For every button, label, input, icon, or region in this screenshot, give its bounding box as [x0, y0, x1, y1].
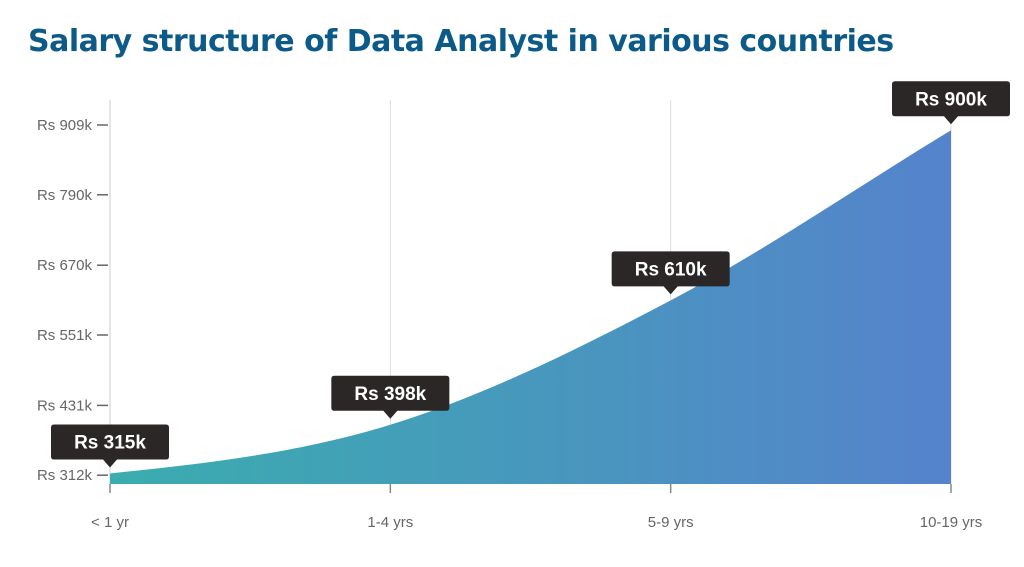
data-label: Rs 398k — [354, 384, 426, 405]
y-tick-label: Rs 431k — [37, 397, 93, 414]
y-tick-label: Rs 312k — [37, 467, 93, 484]
x-tick-label: 10-19 yrs — [920, 514, 983, 531]
data-label: Rs 315k — [74, 432, 146, 453]
data-label-box — [611, 251, 730, 295]
x-tick-label: 1-4 yrs — [367, 514, 413, 531]
y-tick-label: Rs 790k — [37, 187, 93, 204]
area-series — [110, 130, 951, 484]
x-tick-label: < 1 yr — [91, 514, 129, 531]
data-label: Rs 610k — [635, 259, 707, 280]
data-label-box — [331, 375, 450, 419]
data-label-box — [51, 424, 169, 468]
data-label-box — [892, 81, 1010, 125]
y-tick-label: Rs 670k — [37, 257, 93, 274]
y-tick-label: Rs 909k — [37, 117, 93, 134]
data-label: Rs 900k — [915, 89, 987, 110]
y-tick-label: Rs 551k — [37, 327, 93, 344]
chart-title: Salary structure of Data Analyst in vari… — [28, 24, 894, 59]
x-tick-label: 5-9 yrs — [648, 514, 694, 531]
